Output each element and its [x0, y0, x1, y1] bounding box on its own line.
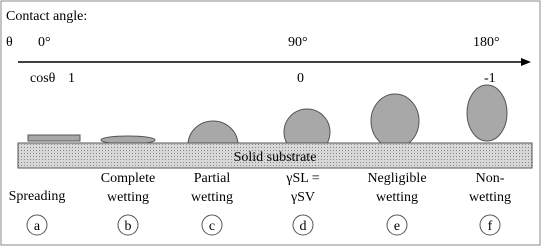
state-letter: e: [394, 219, 400, 234]
state-label: γSV: [290, 190, 315, 205]
state-label: Negligible: [367, 171, 426, 186]
state-label: wetting: [191, 190, 233, 205]
cos-value: -1: [484, 71, 496, 86]
state-letter: d: [300, 219, 307, 234]
state-label: wetting: [376, 190, 418, 205]
state-label: γSL =: [285, 171, 320, 186]
state-label: wetting: [107, 190, 149, 205]
state-label: Non-: [476, 171, 505, 186]
state-label: Partial: [194, 171, 231, 186]
droplet: [371, 94, 419, 148]
diagram: Contact angle: θ 0° 90° 180° cosθ 1 0 -1…: [0, 0, 541, 246]
axis-title: Contact angle:: [6, 9, 87, 24]
angle-label: 0°: [38, 35, 51, 50]
angle-label: 180°: [473, 35, 500, 50]
cos-value: 1: [68, 71, 75, 86]
state-letter: c: [209, 219, 215, 234]
state-letter: f: [488, 219, 493, 234]
state-label: Complete: [101, 171, 155, 186]
cos-value: 0: [297, 71, 304, 86]
state-label: Spreading: [9, 189, 66, 204]
substrate-label: Solid substrate: [234, 150, 317, 165]
state-letter: a: [34, 219, 41, 234]
angle-label: 90°: [288, 35, 308, 50]
theta-label: θ: [6, 35, 13, 50]
droplet: [467, 85, 507, 141]
state-label: wetting: [469, 190, 511, 205]
frame: [1, 1, 540, 245]
cos-label: cosθ: [30, 71, 56, 86]
state-letter: b: [125, 219, 132, 234]
droplet: [28, 135, 80, 141]
